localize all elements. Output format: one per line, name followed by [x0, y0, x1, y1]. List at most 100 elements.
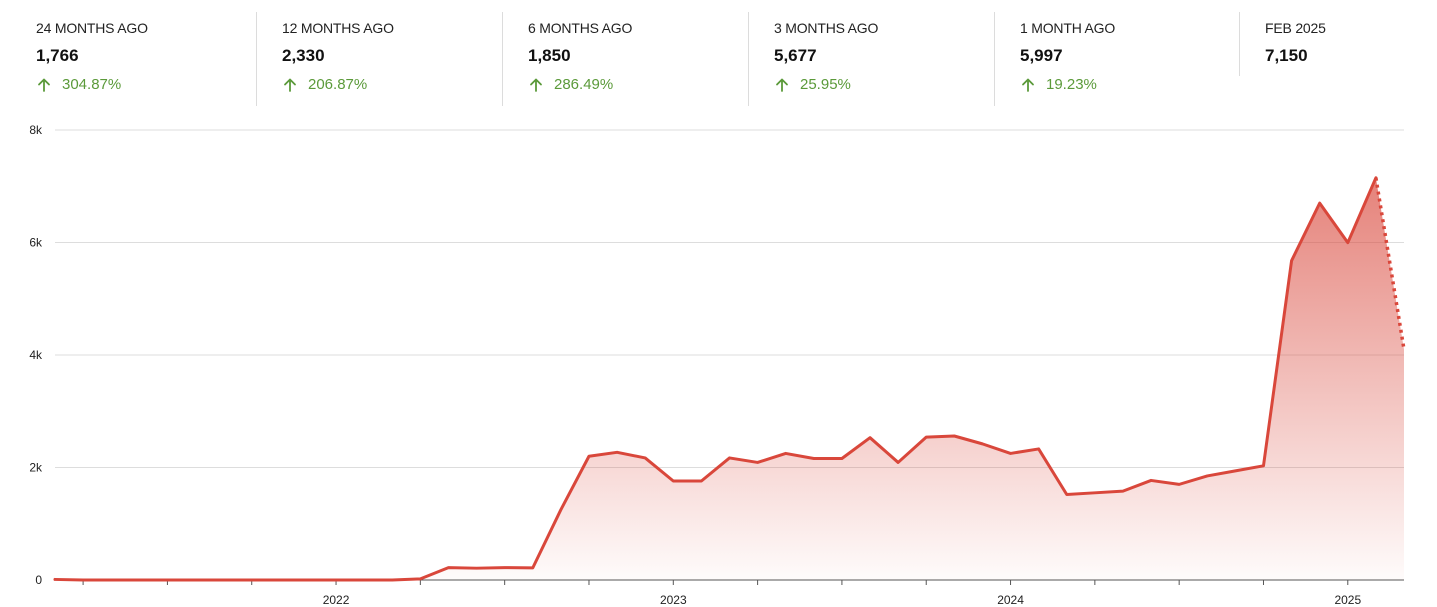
stat-label: 1 MONTH AGO [1020, 20, 1116, 36]
arrow-up-icon [38, 78, 50, 92]
area-fill [55, 177, 1404, 580]
arrow-up-icon [284, 78, 296, 92]
stat-value: 1,766 [36, 46, 79, 65]
data-point [981, 442, 984, 445]
series [53, 176, 1406, 582]
arrow-up-icon [1022, 78, 1034, 92]
divider [502, 12, 503, 106]
data-point [110, 579, 113, 582]
data-point [363, 579, 366, 582]
stat-card: FEB 2025 7,150 [1239, 12, 1429, 76]
stat-value: 5,997 [1020, 46, 1063, 65]
x-tick-label: 2025 [1334, 593, 1361, 607]
data-point [222, 579, 225, 582]
data-point [1374, 176, 1377, 179]
data-point [335, 579, 338, 582]
y-tick-label: 4k [29, 348, 43, 362]
data-point [925, 436, 928, 439]
data-point [869, 436, 872, 439]
stat-value: 7,150 [1265, 46, 1308, 65]
data-point [728, 456, 731, 459]
arrow-up-icon [776, 78, 788, 92]
data-point [812, 457, 815, 460]
divider [1239, 12, 1240, 76]
data-point [1206, 474, 1209, 477]
data-point [531, 566, 534, 569]
data-point [306, 579, 309, 582]
trend-chart: 0 2k 4k 6k 8k 2022 2023 2024 2025 [29, 123, 1406, 607]
stat-value: 5,677 [774, 46, 817, 65]
y-tick-label: 2k [29, 461, 43, 475]
data-point [391, 579, 394, 582]
data-point [1150, 479, 1153, 482]
data-point [953, 435, 956, 438]
data-point [54, 578, 57, 581]
series-line [53, 176, 1378, 582]
y-tick-label: 8k [29, 123, 43, 137]
y-axis: 0 2k 4k 6k 8k [29, 123, 43, 587]
data-point [1009, 452, 1012, 455]
stat-change: 304.87% [36, 76, 121, 93]
stat-change: 19.23% [1020, 76, 1097, 93]
data-point [756, 461, 759, 464]
y-tick-label: 6k [29, 236, 43, 250]
data-point [419, 577, 422, 580]
data-point [897, 461, 900, 464]
data-point [700, 480, 703, 483]
data-point [1234, 469, 1237, 472]
stat-value: 2,330 [282, 46, 325, 65]
projected-segment [1374, 177, 1406, 350]
data-point [616, 451, 619, 454]
data-point [166, 579, 169, 582]
x-tick-label: 2023 [660, 593, 687, 607]
divider [256, 12, 257, 106]
stat-change: 25.95% [774, 76, 851, 93]
data-point [1318, 202, 1321, 205]
stat-label: 3 MONTHS AGO [774, 20, 879, 36]
x-axis: 2022 2023 2024 2025 [55, 579, 1404, 607]
data-point [1093, 491, 1096, 494]
data-point [447, 566, 450, 569]
x-tick-label: 2024 [997, 593, 1024, 607]
data-point [587, 455, 590, 458]
data-point [475, 567, 478, 570]
data-point [503, 566, 506, 569]
stat-change: 206.87% [282, 76, 367, 93]
stat-value: 1,850 [528, 46, 571, 65]
data-point [840, 457, 843, 460]
stat-label: 24 MONTHS AGO [36, 20, 148, 36]
divider [994, 12, 995, 106]
arrow-up-icon [530, 78, 542, 92]
y-tick-label: 0 [35, 573, 42, 587]
data-point [1346, 241, 1349, 244]
data-point [194, 579, 197, 582]
stat-label: FEB 2025 [1265, 20, 1326, 36]
data-point [672, 480, 675, 483]
stat-card: 1 MONTH AGO 5,997 19.23% [994, 12, 1239, 106]
data-point [1037, 447, 1040, 450]
data-point [644, 456, 647, 459]
data-point [1121, 490, 1124, 493]
stat-label: 6 MONTHS AGO [528, 20, 633, 36]
stat-change-value: 19.23% [1046, 76, 1097, 93]
stat-change-value: 25.95% [800, 76, 851, 93]
stat-change-value: 286.49% [554, 76, 614, 93]
stat-label: 12 MONTHS AGO [282, 20, 394, 36]
data-point [559, 508, 562, 511]
stat-change-value: 304.87% [62, 76, 122, 93]
x-tick-label: 2022 [323, 593, 350, 607]
data-point [250, 579, 253, 582]
stat-change: 286.49% [528, 76, 613, 93]
data-point [1403, 348, 1406, 351]
stats-bar: 24 MONTHS AGO 1,766 304.87% 12 MONTHS AG… [0, 0, 1437, 110]
stat-change-value: 206.87% [308, 76, 368, 93]
grid [55, 129, 1404, 468]
stat-card: 12 MONTHS AGO 2,330 206.87% [256, 12, 502, 106]
data-point [1262, 464, 1265, 467]
stat-card: 3 MONTHS AGO 5,677 25.95% [748, 12, 994, 106]
data-point [278, 579, 281, 582]
divider [748, 12, 749, 106]
data-point [82, 579, 85, 582]
data-point [784, 452, 787, 455]
data-point [138, 579, 141, 582]
